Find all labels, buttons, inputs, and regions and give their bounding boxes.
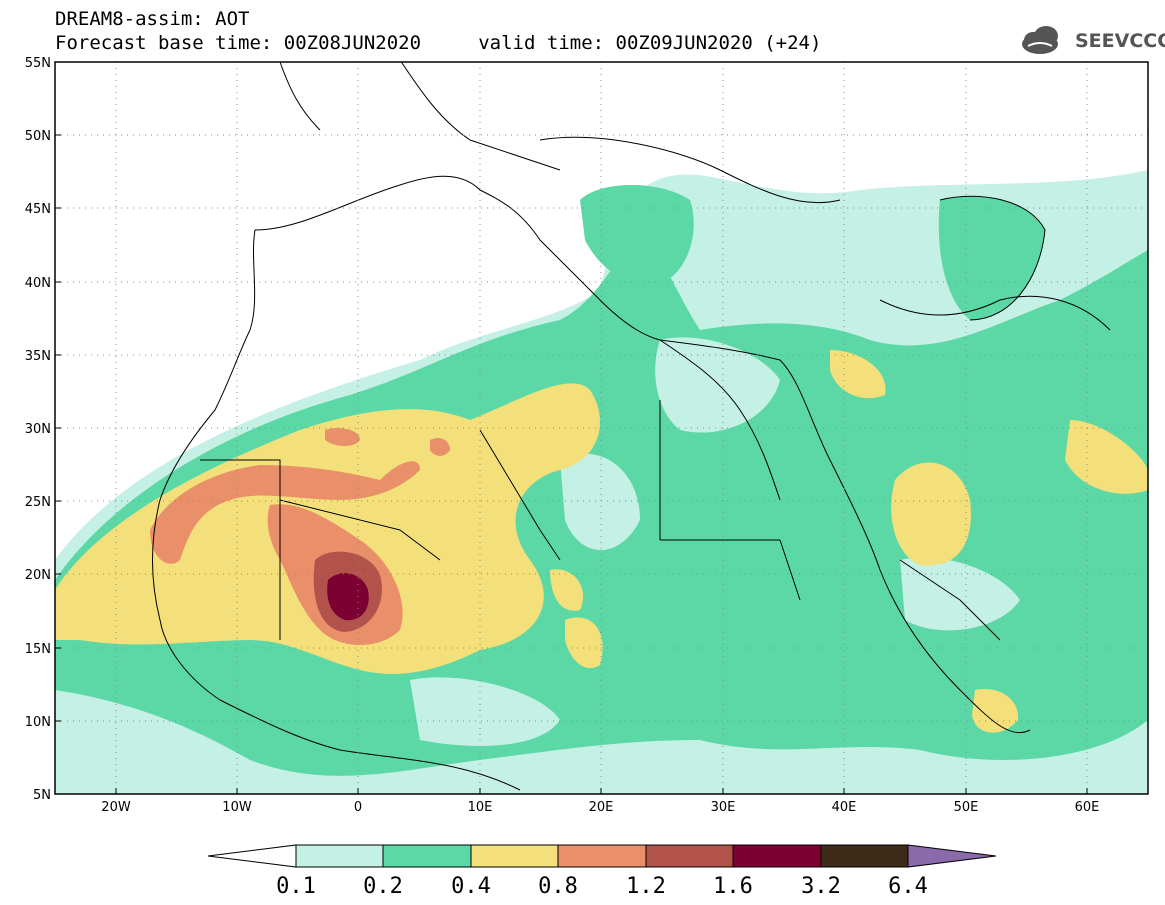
colorbar-swatch xyxy=(557,844,647,868)
lon-label: 0 xyxy=(354,800,362,815)
lat-label: 50N xyxy=(25,129,51,144)
colorbar-label: 0.1 xyxy=(276,874,316,899)
lat-label: 55N xyxy=(25,56,51,71)
colorbar xyxy=(207,844,997,868)
longitude-labels: 20W 10W 0 10E 20E 30E 40E 50E 60E xyxy=(101,800,1099,815)
colorbar-swatch xyxy=(295,844,384,868)
lon-label: 60E xyxy=(1075,800,1100,815)
colorbar-high-arrow xyxy=(907,844,997,868)
lon-label: 10E xyxy=(468,800,493,815)
lon-label: 30E xyxy=(711,800,736,815)
colorbar-swatch xyxy=(645,844,734,868)
lon-label: 10W xyxy=(222,800,252,815)
colorbar-label: 3.2 xyxy=(801,874,841,899)
colorbar-swatch xyxy=(820,844,909,868)
colorbar-swatch xyxy=(382,844,472,868)
colorbar-labels: 0.1 0.2 0.4 0.8 1.2 1.6 3.2 6.4 xyxy=(276,874,928,899)
lon-label: 20E xyxy=(589,800,614,815)
colorbar-swatch xyxy=(470,844,559,868)
colorbar-label: 1.6 xyxy=(713,874,753,899)
coastlines xyxy=(152,62,1111,791)
lat-label: 20N xyxy=(25,568,51,583)
lat-label: 40N xyxy=(25,276,51,291)
lat-label: 45N xyxy=(25,202,51,217)
logo-text: SEEVCCC xyxy=(1075,30,1165,52)
map-subtitle: Forecast base time: 00Z08JUN2020 valid t… xyxy=(55,32,822,54)
lat-label: 15N xyxy=(25,642,51,657)
lat-label: 30N xyxy=(25,422,51,437)
lat-label: 35N xyxy=(25,349,51,364)
lat-label: 5N xyxy=(33,788,51,803)
map-title: DREAM8-assim: AOT xyxy=(55,8,250,30)
colorbar-label: 0.2 xyxy=(363,874,403,899)
colorbar-label: 1.2 xyxy=(626,874,666,899)
lat-label: 10N xyxy=(25,715,51,730)
cloud-icon xyxy=(1022,26,1058,54)
colorbar-label: 0.8 xyxy=(538,874,578,899)
colorbar-label: 0.4 xyxy=(451,874,491,899)
lon-label: 50E xyxy=(954,800,979,815)
gridlines xyxy=(55,62,1148,794)
lon-label: 20W xyxy=(101,800,131,815)
colorbar-label: 6.4 xyxy=(888,874,928,899)
latitude-labels: 55N 50N 45N 40N 35N 30N 25N 20N 15N 10N … xyxy=(25,56,51,803)
colorbar-low-arrow xyxy=(207,844,297,868)
lon-label: 40E xyxy=(832,800,857,815)
colorbar-swatch xyxy=(732,844,822,868)
lat-label: 25N xyxy=(25,495,51,510)
